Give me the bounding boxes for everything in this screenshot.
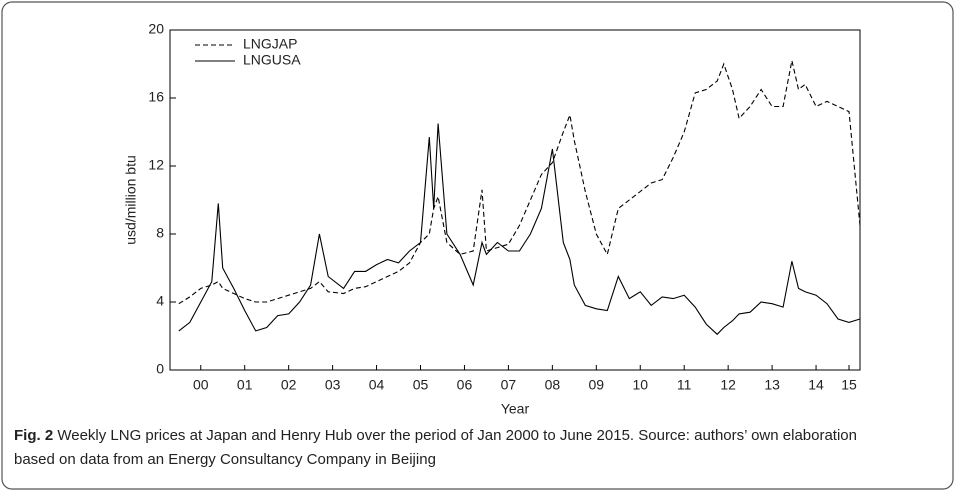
x-tick-label: 00 <box>193 377 209 393</box>
caption: Fig. 2 Weekly LNG prices at Japan and He… <box>14 424 874 472</box>
y-tick-label: 0 <box>156 361 164 377</box>
y-tick-label: 4 <box>156 293 164 309</box>
y-axis-label: usd/million btu <box>123 155 139 245</box>
legend-label: LNGUSA <box>243 52 301 68</box>
x-tick-label: 05 <box>413 377 429 393</box>
caption-label: Fig. 2 <box>14 427 54 444</box>
y-tick-label: 16 <box>148 89 164 105</box>
x-tick-label: 09 <box>589 377 605 393</box>
x-axis-label: Year <box>501 401 530 417</box>
x-tick-label: 01 <box>237 377 253 393</box>
x-tick-label: 11 <box>677 377 692 393</box>
plot-frame <box>169 29 861 371</box>
y-tick-label: 12 <box>148 157 164 173</box>
x-tick-label: 12 <box>720 377 736 393</box>
x-tick-label: 07 <box>501 377 517 393</box>
x-tick-label: 14 <box>808 377 824 393</box>
x-tick-label: 04 <box>369 377 385 393</box>
series-line <box>178 60 861 305</box>
y-tick-label: 20 <box>148 21 164 37</box>
y-tick-label: 8 <box>156 225 164 241</box>
x-tick-label: 15 <box>841 377 857 393</box>
x-tick-label: 02 <box>281 377 297 393</box>
x-tick-label: 06 <box>457 377 473 393</box>
x-tick-label: 08 <box>545 377 561 393</box>
series-line <box>178 123 861 336</box>
caption-text: Weekly LNG prices at Japan and Henry Hub… <box>14 427 857 468</box>
x-tick-label: 10 <box>632 377 648 393</box>
x-tick-label: 13 <box>764 377 780 393</box>
legend-label: LNGJAP <box>243 36 297 52</box>
x-tick-label: 03 <box>325 377 341 393</box>
